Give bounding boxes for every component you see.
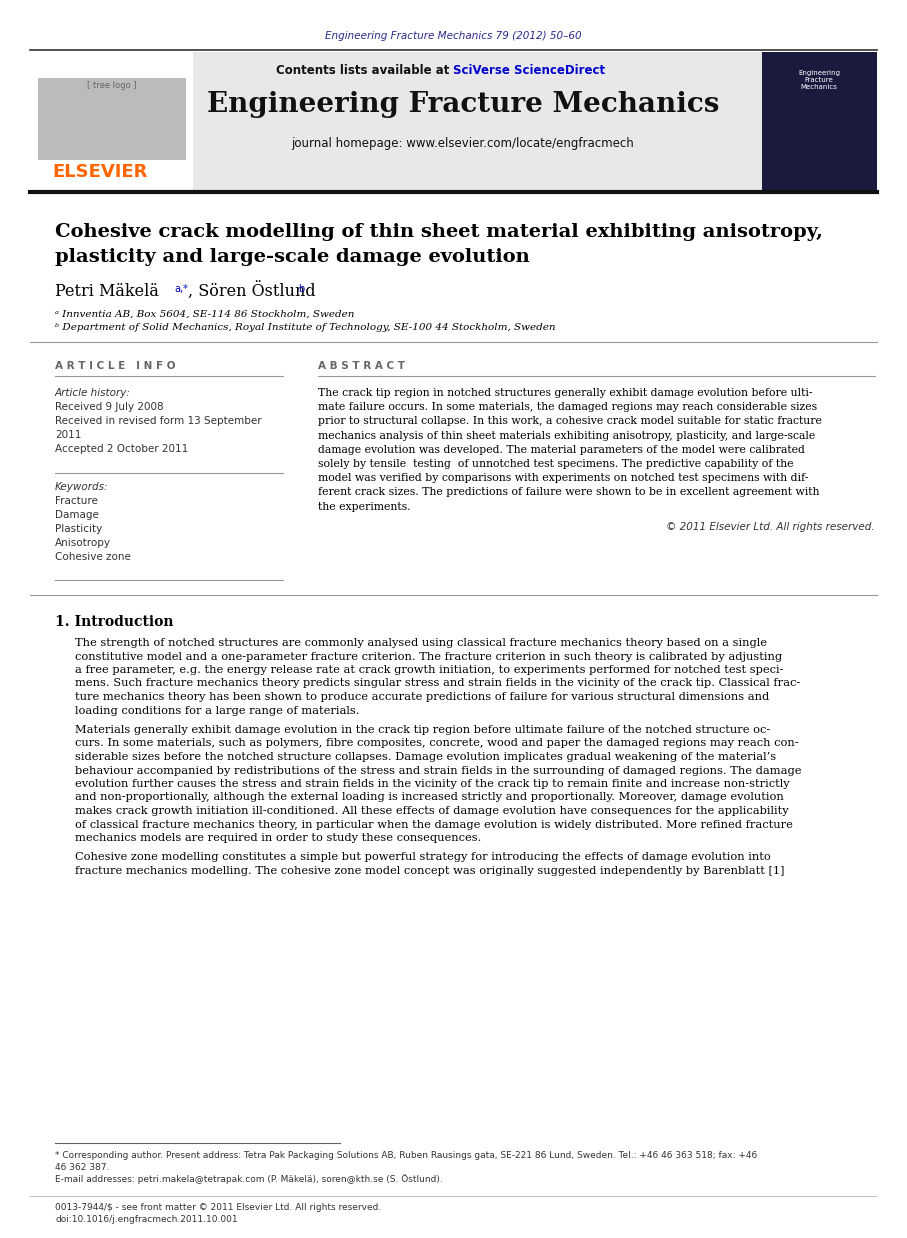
Text: plasticity and large-scale damage evolution: plasticity and large-scale damage evolut… xyxy=(55,248,530,266)
Text: Cohesive crack modelling of thin sheet material exhibiting anisotropy,: Cohesive crack modelling of thin sheet m… xyxy=(55,223,823,241)
Text: 46 362 387.: 46 362 387. xyxy=(55,1162,110,1171)
Text: 1. Introduction: 1. Introduction xyxy=(55,615,173,629)
Text: solely by tensile  testing  of unnotched test specimens. The predictive capabili: solely by tensile testing of unnotched t… xyxy=(318,459,794,469)
Text: mechanics models are required in order to study these consequences.: mechanics models are required in order t… xyxy=(75,833,482,843)
Text: 0013-7944/$ - see front matter © 2011 Elsevier Ltd. All rights reserved.: 0013-7944/$ - see front matter © 2011 El… xyxy=(55,1202,381,1212)
Text: damage evolution was developed. The material parameters of the model were calibr: damage evolution was developed. The mate… xyxy=(318,444,805,454)
Text: ELSEVIER: ELSEVIER xyxy=(53,163,148,181)
Text: Cohesive zone: Cohesive zone xyxy=(55,552,131,562)
Text: ferent crack sizes. The predictions of failure were shown to be in excellent agr: ferent crack sizes. The predictions of f… xyxy=(318,488,820,498)
Text: Materials generally exhibit damage evolution in the crack tip region before ulti: Materials generally exhibit damage evolu… xyxy=(75,725,770,735)
Text: [ tree logo ]: [ tree logo ] xyxy=(87,80,137,89)
Text: * Corresponding author. Present address: Tetra Pak Packaging Solutions AB, Ruben: * Corresponding author. Present address:… xyxy=(55,1150,757,1160)
Text: Accepted 2 October 2011: Accepted 2 October 2011 xyxy=(55,444,189,454)
Bar xyxy=(762,52,877,189)
Text: 2011: 2011 xyxy=(55,430,82,439)
Text: A R T I C L E   I N F O: A R T I C L E I N F O xyxy=(55,361,175,371)
Text: Fracture: Fracture xyxy=(55,496,98,506)
Text: siderable sizes before the notched structure collapses. Damage evolution implica: siderable sizes before the notched struc… xyxy=(75,751,776,763)
Text: The strength of notched structures are commonly analysed using classical fractur: The strength of notched structures are c… xyxy=(75,638,767,647)
Text: mechanics analysis of thin sheet materials exhibiting anisotropy, plasticity, an: mechanics analysis of thin sheet materia… xyxy=(318,431,815,441)
Text: curs. In some materials, such as polymers, fibre composites, concrete, wood and : curs. In some materials, such as polymer… xyxy=(75,739,799,749)
Text: Cohesive zone modelling constitutes a simple but powerful strategy for introduci: Cohesive zone modelling constitutes a si… xyxy=(75,853,771,863)
Text: prior to structural collapse. In this work, a cohesive crack model suitable for : prior to structural collapse. In this wo… xyxy=(318,416,822,426)
Text: behaviour accompanied by redistributions of the stress and strain fields in the : behaviour accompanied by redistributions… xyxy=(75,765,802,775)
Text: b: b xyxy=(298,284,304,293)
Text: Article history:: Article history: xyxy=(55,387,131,397)
Text: Engineering Fracture Mechanics 79 (2012) 50–60: Engineering Fracture Mechanics 79 (2012)… xyxy=(325,31,581,41)
Text: ᵇ Department of Solid Mechanics, Royal Institute of Technology, SE-100 44 Stockh: ᵇ Department of Solid Mechanics, Royal I… xyxy=(55,323,555,333)
Text: Contents lists available at: Contents lists available at xyxy=(276,63,453,77)
Text: evolution further causes the stress and strain fields in the vicinity of the cra: evolution further causes the stress and … xyxy=(75,779,790,789)
Text: Petri Mäkelä: Petri Mäkelä xyxy=(55,284,159,301)
Text: The crack tip region in notched structures generally exhibit damage evolution be: The crack tip region in notched structur… xyxy=(318,387,813,397)
Text: makes crack growth initiation ill-conditioned. All these effects of damage evolu: makes crack growth initiation ill-condit… xyxy=(75,806,788,816)
Text: ture mechanics theory has been shown to produce accurate predictions of failure : ture mechanics theory has been shown to … xyxy=(75,692,769,702)
Text: doi:10.1016/j.engfracmech.2011.10.001: doi:10.1016/j.engfracmech.2011.10.001 xyxy=(55,1216,238,1224)
Text: loading conditions for a large range of materials.: loading conditions for a large range of … xyxy=(75,706,359,716)
Text: E-mail addresses: petri.makela@tetrapak.com (P. Mäkelä), soren@kth.se (S. Östlun: E-mail addresses: petri.makela@tetrapak.… xyxy=(55,1174,443,1184)
Text: Engineering
Fracture
Mechanics: Engineering Fracture Mechanics xyxy=(798,71,840,90)
Text: of classical fracture mechanics theory, in particular when the damage evolution : of classical fracture mechanics theory, … xyxy=(75,820,793,829)
Text: A B S T R A C T: A B S T R A C T xyxy=(318,361,405,371)
Text: mens. Such fracture mechanics theory predicts singular stress and strain fields : mens. Such fracture mechanics theory pre… xyxy=(75,678,800,688)
Text: , Sören Östlund: , Sören Östlund xyxy=(188,284,316,301)
Text: © 2011 Elsevier Ltd. All rights reserved.: © 2011 Elsevier Ltd. All rights reserved… xyxy=(667,521,875,532)
Text: Damage: Damage xyxy=(55,510,99,520)
Text: Engineering Fracture Mechanics: Engineering Fracture Mechanics xyxy=(207,92,719,119)
Text: and non-proportionally, although the external loading is increased strictly and : and non-proportionally, although the ext… xyxy=(75,792,784,802)
Text: Plasticity: Plasticity xyxy=(55,524,102,534)
Text: Keywords:: Keywords: xyxy=(55,482,109,491)
Text: SciVerse ScienceDirect: SciVerse ScienceDirect xyxy=(453,63,605,77)
Text: a free parameter, e.g. the energy release rate at crack growth initiation, to ex: a free parameter, e.g. the energy releas… xyxy=(75,665,784,675)
Text: model was verified by comparisons with experiments on notched test specimens wit: model was verified by comparisons with e… xyxy=(318,473,808,483)
Text: constitutive model and a one-parameter fracture criterion. The fracture criterio: constitutive model and a one-parameter f… xyxy=(75,651,782,661)
Text: Anisotropy: Anisotropy xyxy=(55,539,111,548)
Text: Received 9 July 2008: Received 9 July 2008 xyxy=(55,402,163,412)
Text: mate failure occurs. In some materials, the damaged regions may reach considerab: mate failure occurs. In some materials, … xyxy=(318,402,817,412)
Text: fracture mechanics modelling. The cohesive zone model concept was originally sug: fracture mechanics modelling. The cohesi… xyxy=(75,867,785,877)
Text: the experiments.: the experiments. xyxy=(318,501,411,511)
Text: a,*: a,* xyxy=(174,284,188,293)
Text: journal homepage: www.elsevier.com/locate/engfracmech: journal homepage: www.elsevier.com/locat… xyxy=(292,136,634,150)
Bar xyxy=(30,52,193,189)
Bar xyxy=(38,78,186,160)
Text: Received in revised form 13 September: Received in revised form 13 September xyxy=(55,416,261,426)
Bar xyxy=(30,52,877,189)
Text: ᵃ Innventia AB, Box 5604, SE-114 86 Stockholm, Sweden: ᵃ Innventia AB, Box 5604, SE-114 86 Stoc… xyxy=(55,310,355,318)
